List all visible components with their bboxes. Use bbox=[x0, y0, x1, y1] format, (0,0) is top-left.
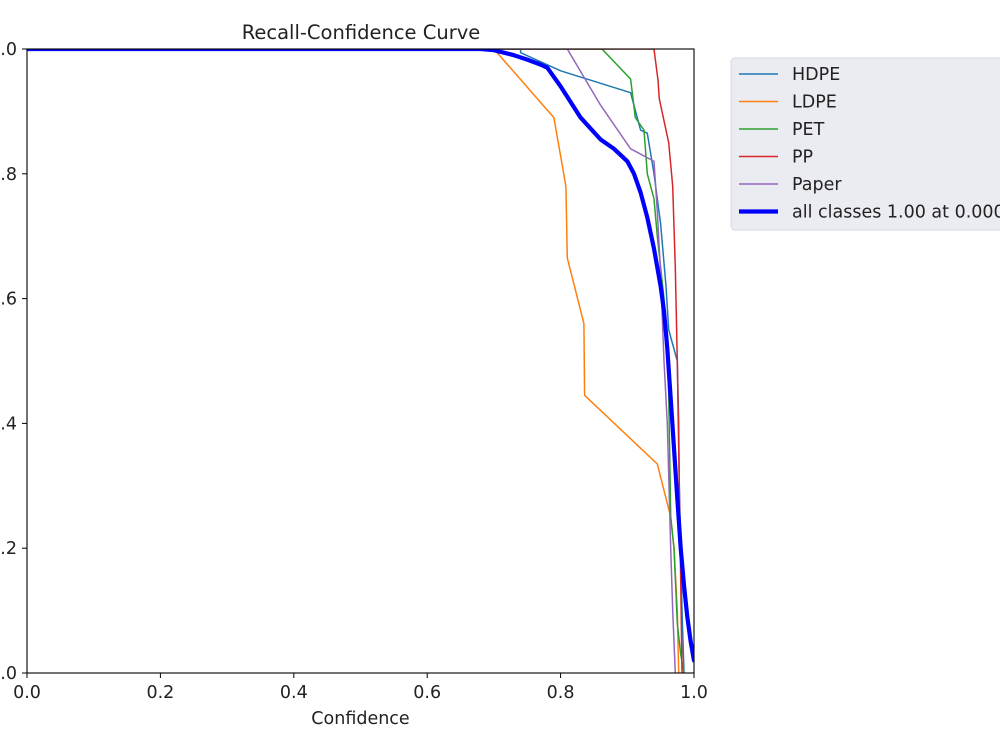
chart-title: Recall-Confidence Curve bbox=[242, 21, 481, 44]
x-axis-label: Confidence bbox=[311, 709, 409, 729]
plot-frame bbox=[26, 48, 695, 674]
x-tick-label: 0.6 bbox=[413, 683, 441, 703]
x-tick-label: 0.2 bbox=[146, 683, 174, 703]
x-tick-label: 0.8 bbox=[547, 683, 575, 703]
x-tick-label: 0.4 bbox=[280, 683, 308, 703]
legend-entry-label: all classes 1.00 at 0.000 bbox=[792, 203, 1000, 223]
legend-box bbox=[730, 57, 1000, 231]
y-tick-label: 0.4 bbox=[0, 414, 17, 434]
legend-entry-label: LDPE bbox=[792, 93, 837, 113]
y-tick-label: 0.6 bbox=[0, 290, 17, 310]
x-tick-label: 0.0 bbox=[13, 683, 41, 703]
legend-entry-label: HDPE bbox=[792, 65, 840, 85]
legend: HDPE LDPE PET PP Paper all classes 1.00 at 0.… bbox=[730, 57, 1000, 231]
legend-entry-label: PP bbox=[792, 148, 813, 168]
y-tick-label: 0.0 bbox=[0, 664, 17, 684]
x-tick-label: 1.0 bbox=[680, 683, 708, 703]
y-tick-label: 0.2 bbox=[0, 539, 17, 559]
series-line-4 bbox=[27, 49, 677, 673]
legend-entry-label: Paper bbox=[792, 175, 842, 195]
series-layer bbox=[27, 49, 694, 673]
y-tick-label: 1.0 bbox=[0, 40, 17, 60]
axis-ticks: 0.0 0.2 0.4 0.6 0.8 1.0 0.0 0.2 0.4 0.6 0.8 1.0 bbox=[0, 40, 708, 703]
y-tick-label: 0.8 bbox=[0, 165, 17, 185]
series-line-5 bbox=[27, 49, 694, 663]
legend-entry-label: PET bbox=[792, 120, 825, 140]
